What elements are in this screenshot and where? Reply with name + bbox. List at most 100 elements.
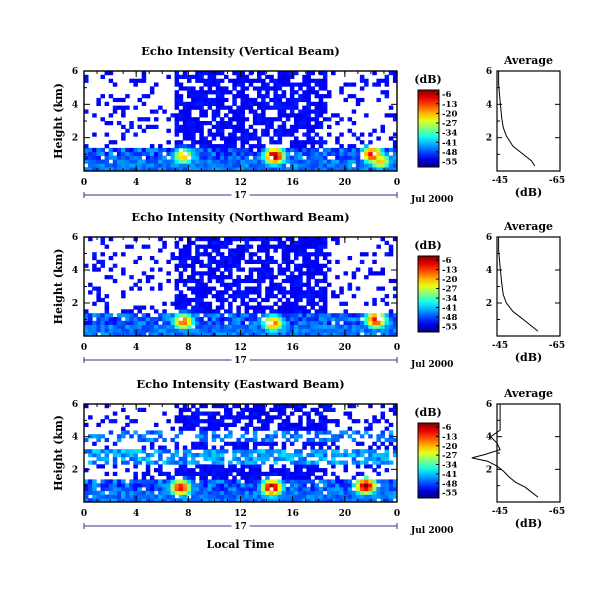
heatmap-cell <box>343 479 348 484</box>
heatmap-cell <box>236 155 241 160</box>
heatmap-cell <box>244 128 250 133</box>
heatmap-cell <box>199 301 204 306</box>
heatmap-cell <box>310 490 315 495</box>
heatmap-cell <box>125 320 130 325</box>
heatmap-cell <box>191 86 196 91</box>
heatmap-cell <box>116 155 122 160</box>
heatmap-cell <box>149 167 155 172</box>
heatmap-cell <box>162 332 167 337</box>
heatmap-cell <box>187 109 192 114</box>
heatmap-cell <box>92 483 97 488</box>
heatmap-cell <box>92 486 97 492</box>
heatmap-cell <box>351 437 357 443</box>
heatmap-cell <box>191 128 196 133</box>
heatmap-cell <box>92 252 97 257</box>
heatmap-cell <box>100 167 105 172</box>
heatmap-cell <box>376 437 381 443</box>
heatmap-cell <box>219 490 225 495</box>
heatmap-cell <box>257 90 262 95</box>
heatmap-cell <box>273 155 278 160</box>
heatmap-cell <box>133 494 138 499</box>
heatmap-cell <box>166 140 171 145</box>
x-tick-label: 12 <box>234 343 247 353</box>
heatmap-cell <box>133 163 138 168</box>
heatmap-cell <box>162 163 167 168</box>
heatmap-cell <box>84 468 89 473</box>
heatmap-cell <box>112 471 118 476</box>
heatmap-cell <box>244 486 250 492</box>
heatmap-cell <box>145 159 151 164</box>
heatmap-cell <box>355 313 361 318</box>
heatmap-cell <box>294 468 299 473</box>
heatmap-cell <box>261 244 266 249</box>
heatmap-cell <box>182 404 188 409</box>
heatmap-cell <box>211 159 217 164</box>
heatmap-cell <box>203 237 208 242</box>
heatmap-cell <box>207 290 213 295</box>
heatmap-cell <box>104 301 110 306</box>
heatmap-cell <box>257 117 262 122</box>
heatmap-cell <box>302 94 307 99</box>
heatmap-cell <box>244 471 250 476</box>
heatmap-cell <box>137 78 142 83</box>
heatmap-cell <box>248 494 254 499</box>
day-label-bg <box>231 189 250 200</box>
heatmap-cell <box>257 449 262 454</box>
heatmap-cell <box>384 324 390 329</box>
heatmap-cell <box>236 105 241 110</box>
heatmap-cell <box>273 94 278 99</box>
heatmap-cell <box>289 240 295 245</box>
heatmap-cell <box>347 415 353 420</box>
heatmap-cell <box>343 328 348 333</box>
colorbar-tick-label: -20 <box>442 442 457 452</box>
heatmap-cell <box>368 490 373 495</box>
heatmap-cell <box>298 332 303 337</box>
heatmap-cell <box>265 490 270 495</box>
heatmap-cell <box>252 460 258 465</box>
heatmap-cell <box>388 136 394 141</box>
heatmap-cell <box>302 456 307 461</box>
heatmap-cell <box>252 456 258 461</box>
heatmap-cell <box>269 78 274 83</box>
heatmap-cell <box>137 494 142 499</box>
heatmap-cell <box>261 479 266 484</box>
heatmap-cell <box>112 109 118 114</box>
heatmap-cell <box>88 483 93 488</box>
heatmap-cell <box>203 479 208 484</box>
heatmap-cell <box>331 486 336 492</box>
heatmap-cell <box>281 74 287 79</box>
heatmap-cell <box>294 479 299 484</box>
heatmap-cell <box>133 317 138 322</box>
heatmap-cell <box>182 328 188 333</box>
heatmap-cell <box>174 460 180 465</box>
heatmap-cell <box>228 121 233 126</box>
heatmap-cell <box>281 301 287 306</box>
heatmap-cell <box>88 317 93 322</box>
heatmap-cell <box>285 147 291 153</box>
colorbar-tick-label: -27 <box>442 119 457 129</box>
heatmap-cell <box>335 437 340 443</box>
heatmap-cell <box>215 297 221 303</box>
heatmap-cell <box>318 237 324 242</box>
heatmap-cell <box>281 407 287 412</box>
heatmap-cell <box>224 332 229 337</box>
heatmap-cell <box>125 332 130 337</box>
heatmap-cell <box>392 490 398 495</box>
heatmap-cell <box>141 407 147 412</box>
colorbar-tick-label: -41 <box>442 470 457 480</box>
y-tick-label: 4 <box>72 266 78 276</box>
heatmap-cell <box>182 471 188 476</box>
heatmap-cell <box>191 132 196 137</box>
heatmap-cell <box>380 147 385 153</box>
heatmap-cell <box>240 237 245 242</box>
heatmap-cell <box>182 422 188 427</box>
heatmap-cell <box>351 453 357 458</box>
heatmap-cell <box>380 434 385 439</box>
heatmap-cell <box>96 290 101 295</box>
heatmap-cell <box>84 313 89 318</box>
heatmap-cell <box>339 147 344 153</box>
heatmap-cell <box>219 468 225 473</box>
profile-x-label: (dB) <box>515 186 542 199</box>
heatmap-cell <box>219 263 225 268</box>
heatmap-cell <box>347 490 353 495</box>
